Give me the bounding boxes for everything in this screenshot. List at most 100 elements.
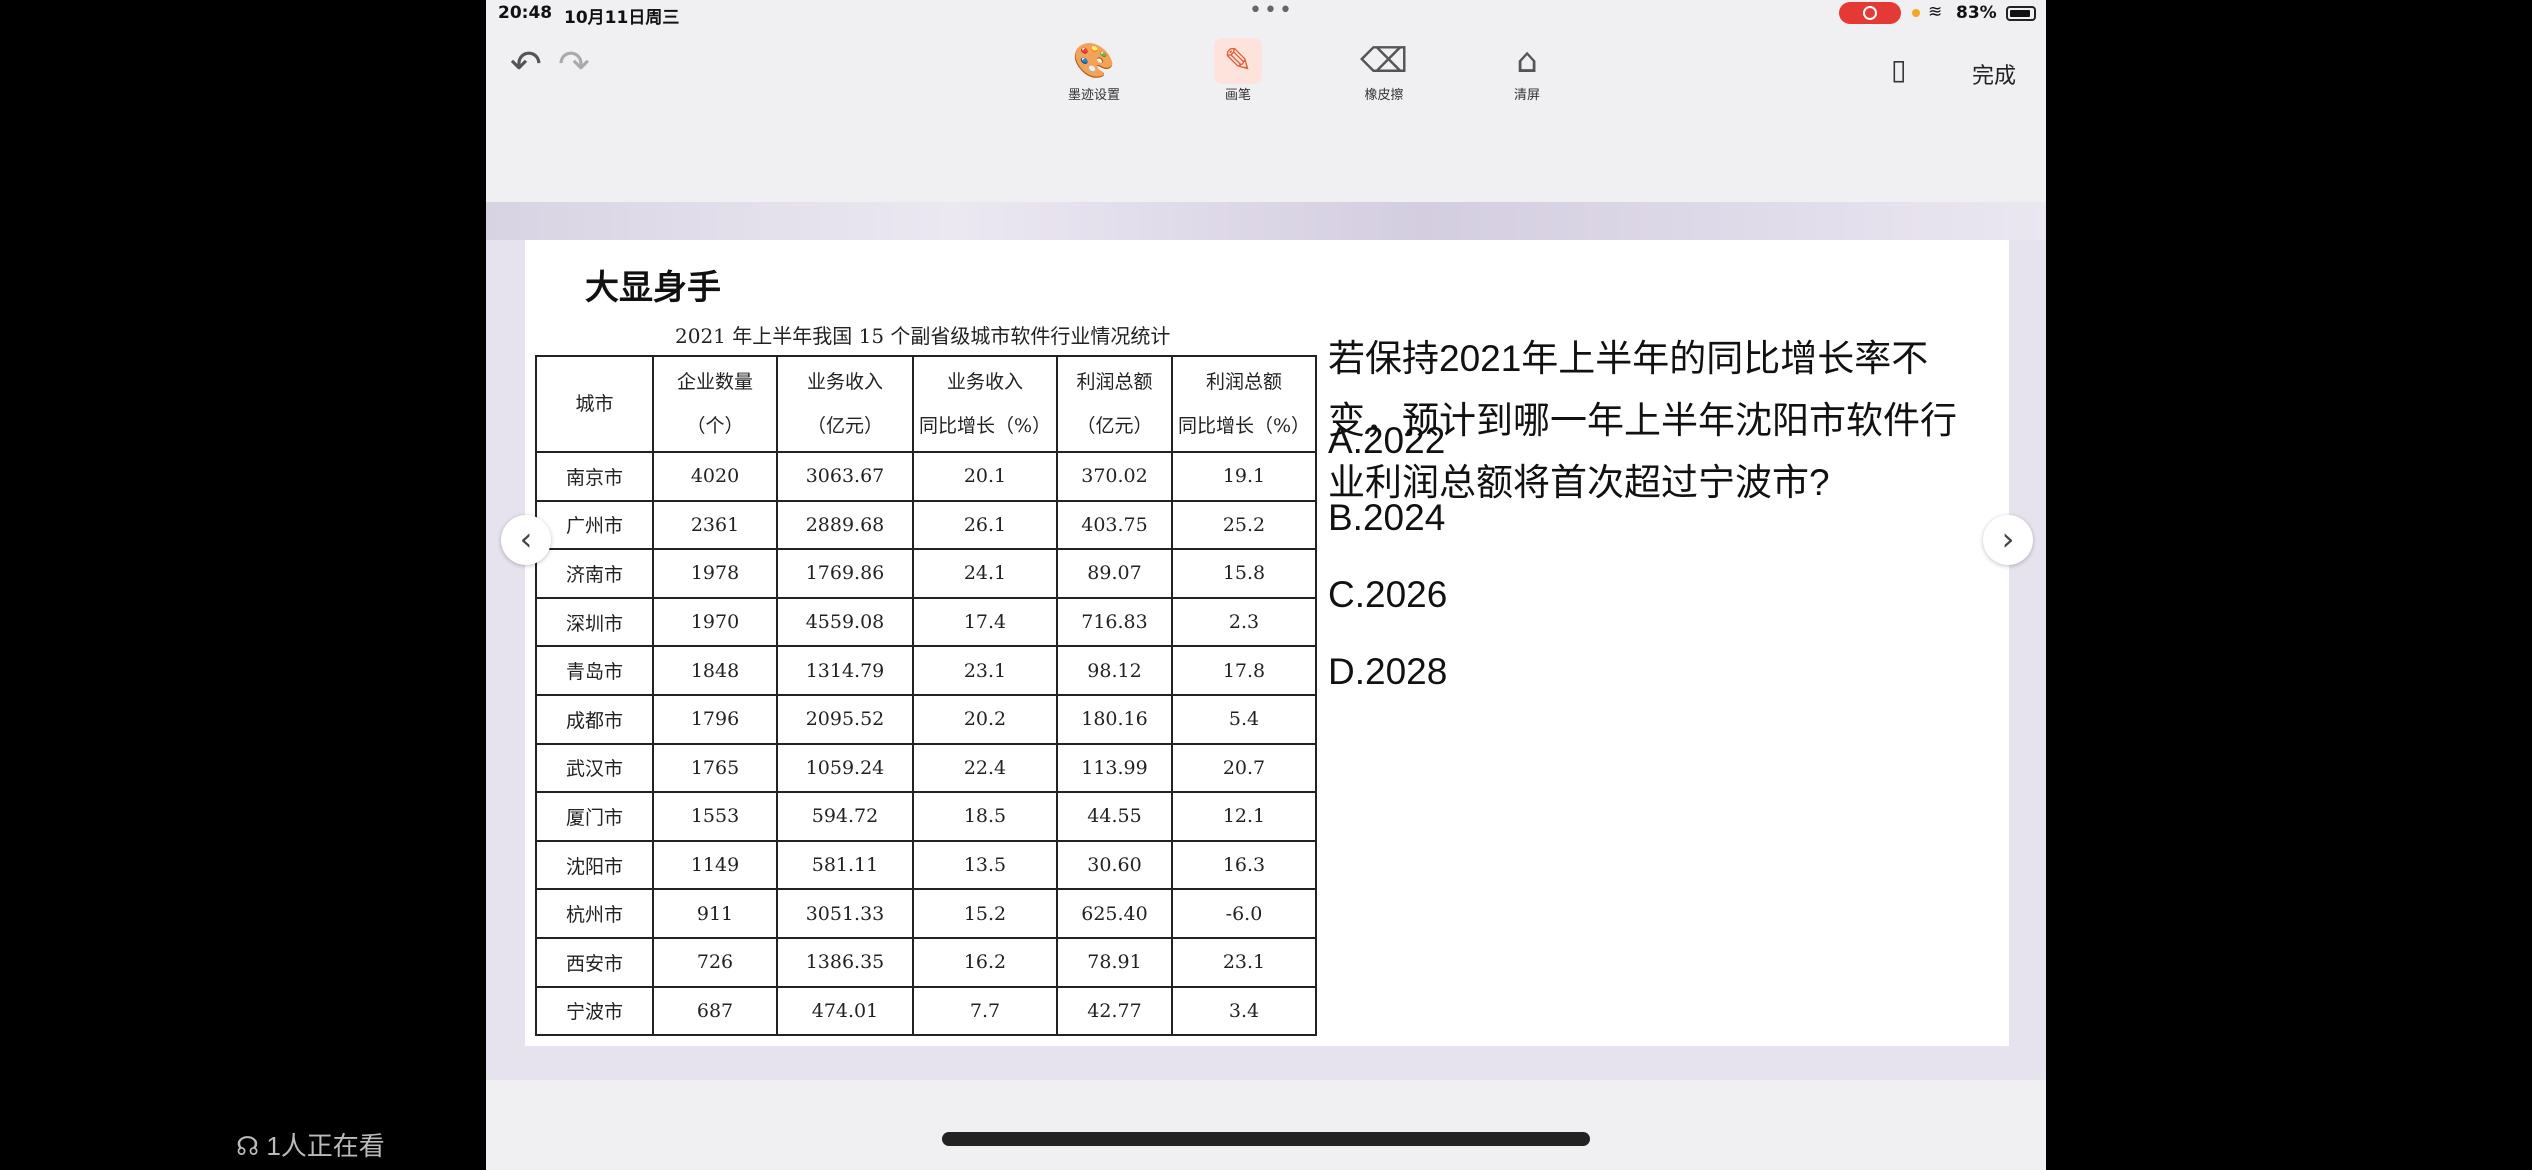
eraser-button[interactable]: ⌫ 橡皮擦	[1339, 38, 1429, 103]
table-cell: 2095.52	[776, 693, 914, 745]
header-city: 城市	[535, 355, 654, 453]
broom-icon: ⌂	[1516, 41, 1538, 81]
option-b[interactable]: B.2024	[1328, 497, 1446, 538]
next-slide-button[interactable]: ›	[1983, 515, 2033, 565]
table-cell: 474.01	[776, 985, 914, 1037]
pen-icon: ✎	[1214, 38, 1262, 84]
table-cell: 1978	[652, 548, 778, 599]
table-cell: 2.3	[1171, 596, 1317, 648]
option-d[interactable]: D.2028	[1328, 651, 1448, 692]
table-cell: 180.16	[1056, 693, 1173, 745]
table-cell: 1149	[652, 839, 778, 891]
header-company-count: 企业数量 （个）	[652, 355, 778, 453]
table-cell: 18.5	[912, 791, 1058, 842]
table-cell: 726	[652, 936, 778, 988]
table-cell: 78.91	[1056, 936, 1173, 988]
screen-record-indicator[interactable]	[1839, 2, 1901, 24]
city-cell: 青岛市	[535, 645, 654, 696]
tool-label: 墨迹设置	[1067, 88, 1120, 103]
table-cell: 20.2	[912, 693, 1058, 745]
table-cell: 42.77	[1056, 985, 1173, 1037]
status-date: 10月11日周三	[564, 8, 680, 28]
battery-icon	[2006, 6, 2036, 21]
table-cell: 4559.08	[776, 596, 914, 648]
table-row: 广州市 2361 2889.68 26.1 403.75 25.2	[535, 499, 1317, 551]
table-cell: 911	[652, 888, 778, 939]
table-row: 成都市 1796 2095.52 20.2 180.16 5.4	[535, 693, 1317, 745]
status-time: 20:48	[498, 3, 553, 23]
table-cell: 1769.86	[776, 548, 914, 599]
done-button[interactable]: 完成	[1972, 64, 2017, 89]
table-cell: 370.02	[1056, 451, 1173, 502]
table-row: 沈阳市 1149 581.11 13.5 30.60 16.3	[535, 839, 1317, 891]
table-cell: 89.07	[1056, 548, 1173, 599]
ink-settings-button[interactable]: 🎨 墨迹设置	[1049, 38, 1139, 103]
home-indicator[interactable]	[942, 1132, 1590, 1146]
city-cell: 济南市	[535, 548, 654, 599]
city-cell: 武汉市	[535, 742, 654, 794]
table-header-row: 城市 企业数量 （个） 业务收入 （亿元） 业务收入 同比增长（%） 利润总额 （亿元）…	[535, 355, 1317, 453]
table-cell: 98.12	[1056, 645, 1173, 696]
city-cell: 西安市	[535, 936, 654, 988]
table-cell: 30.60	[1056, 839, 1173, 891]
header-revenue-growth: 业务收入 同比增长（%）	[912, 355, 1058, 453]
viewers-text: 1人正在看	[266, 1131, 385, 1161]
city-cell: 广州市	[535, 499, 654, 551]
table-cell: 19.1	[1171, 451, 1317, 502]
table-cell: 20.1	[912, 451, 1058, 502]
tool-label: 橡皮擦	[1364, 88, 1404, 103]
table-cell: 1848	[652, 645, 778, 696]
table-row: 深圳市 1970 4559.08 17.4 716.83 2.3	[535, 596, 1317, 648]
city-cell: 杭州市	[535, 888, 654, 939]
table-cell: 625.40	[1056, 888, 1173, 939]
question-text: 若保持2021年上半年的同比增长率不变，预计到哪一年上半年沈阳市软件行业利润总额…	[1328, 338, 1957, 503]
annotation-toolbar: ↶ ↷ 🎨 墨迹设置 ✎ 画笔 ⌫ 橡皮擦 ⌂ 清屏 ▯ 完成	[486, 28, 2046, 116]
table-cell: 44.55	[1056, 791, 1173, 842]
table-cell: 22.4	[912, 742, 1058, 794]
table-cell: 2889.68	[776, 499, 914, 551]
table-caption: 2021 年上半年我国 15 个副省级城市软件行业情况统计	[675, 324, 1171, 348]
header-profit: 利润总额 （亿元）	[1056, 355, 1173, 453]
redo-icon[interactable]: ↷	[558, 42, 590, 86]
table-cell: 581.11	[776, 839, 914, 891]
table-cell: 12.1	[1171, 791, 1317, 842]
mic-indicator-dot	[1912, 9, 1920, 17]
table-cell: 687	[652, 985, 778, 1037]
table-cell: 13.5	[912, 839, 1058, 891]
table-cell: 17.4	[912, 596, 1058, 648]
option-c[interactable]: C.2026	[1328, 574, 1448, 615]
city-cell: 宁波市	[535, 985, 654, 1037]
chevron-right-icon: ›	[2001, 520, 2015, 558]
layout-icon[interactable]: ▯	[1891, 53, 1907, 86]
table-cell: 7.7	[912, 985, 1058, 1037]
header-profit-growth: 利润总额 同比增长（%）	[1171, 355, 1317, 453]
city-software-stats-table: 城市 企业数量 （个） 业务收入 （亿元） 业务收入 同比增长（%） 利润总额 （亿元）…	[535, 355, 1317, 1037]
table-cell: 3051.33	[776, 888, 914, 939]
table-row: 西安市 726 1386.35 16.2 78.91 23.1	[535, 936, 1317, 988]
table-cell: 16.2	[912, 936, 1058, 988]
option-a[interactable]: A.2022	[1328, 420, 1446, 461]
slide-title: 大显身手	[585, 268, 721, 308]
clear-screen-button[interactable]: ⌂ 清屏	[1482, 38, 1572, 103]
table-cell: 5.4	[1171, 693, 1317, 745]
table-cell: 594.72	[776, 791, 914, 842]
status-bar: 20:48 10月11日周三 ••• ≋ 83%	[486, 0, 2046, 28]
undo-icon[interactable]: ↶	[510, 42, 542, 86]
wifi-icon: ≋	[1928, 2, 1943, 22]
table-cell: 25.2	[1171, 499, 1317, 551]
table-cell: -6.0	[1171, 888, 1317, 939]
prev-slide-button[interactable]: ‹	[501, 515, 551, 565]
table-row: 厦门市 1553 594.72 18.5 44.55 12.1	[535, 791, 1317, 842]
table-cell: 15.2	[912, 888, 1058, 939]
table-body: 南京市 4020 3063.67 20.1 370.02 19.1 广州市 2361 2889.…	[535, 451, 1317, 1037]
multitask-dots[interactable]: •••	[1249, 0, 1294, 23]
table-row: 济南市 1978 1769.86 24.1 89.07 15.8	[535, 548, 1317, 599]
table-cell: 113.99	[1056, 742, 1173, 794]
table-cell: 16.3	[1171, 839, 1317, 891]
slide: 大显身手 2021 年上半年我国 15 个副省级城市软件行业情况统计 城市 企业…	[525, 240, 2009, 1046]
table-row: 青岛市 1848 1314.79 23.1 98.12 17.8	[535, 645, 1317, 696]
city-cell: 成都市	[535, 693, 654, 745]
pen-button[interactable]: ✎ 画笔	[1193, 38, 1283, 103]
table-cell: 1059.24	[776, 742, 914, 794]
table-cell: 2361	[652, 499, 778, 551]
